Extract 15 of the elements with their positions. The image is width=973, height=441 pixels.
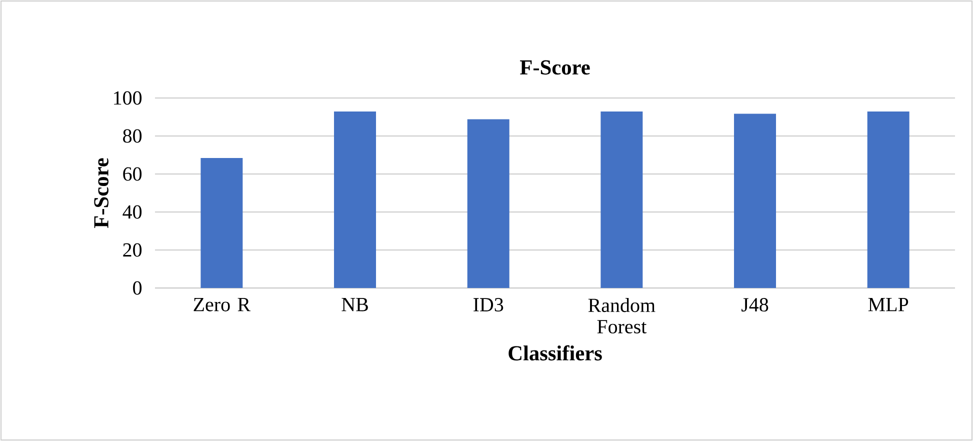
x-tick-label: MLP (868, 298, 908, 312)
x-tick-label: Zero R (194, 298, 251, 312)
y-tick-label: 100 (114, 91, 142, 105)
x-tick-label: Random Forest (588, 298, 656, 334)
y-tick-label: 20 (123, 243, 142, 257)
y-tick-label: 80 (123, 129, 142, 143)
chart-title: F-Score (520, 60, 590, 75)
x-tick-label: NB (342, 298, 368, 312)
x-tick-label: J48 (742, 298, 768, 312)
y-tick-label: 60 (123, 167, 142, 181)
y-tick-label: 40 (122, 205, 142, 219)
y-axis-title: F-Score (94, 158, 108, 228)
x-axis-title: Classifiers (508, 345, 602, 360)
x-tick-label: ID3 (474, 298, 504, 312)
y-tick-label: 0 (133, 281, 142, 295)
